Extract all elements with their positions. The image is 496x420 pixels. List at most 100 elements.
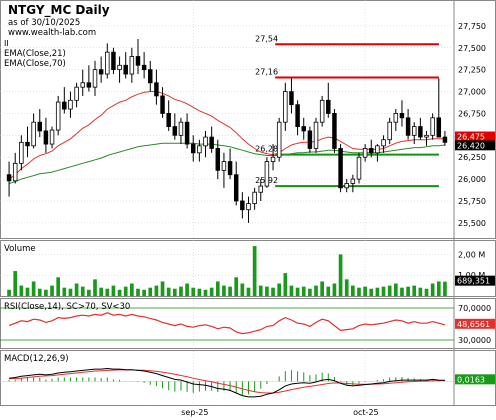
- volume-bar: [351, 285, 355, 296]
- rsi-title: RSI(Close,14), SC>70, SV<30: [4, 302, 130, 312]
- candle-body: [80, 82, 85, 88]
- macd-lines: [0, 367, 454, 398]
- candle-body: [203, 136, 208, 147]
- volume-bar: [295, 287, 300, 296]
- candle-body: [436, 117, 442, 138]
- candle-body: [154, 82, 159, 97]
- candle-body: [37, 121, 43, 132]
- candle-body: [381, 139, 386, 147]
- candle-body: [221, 161, 227, 171]
- volume-bar: [222, 285, 226, 296]
- volume-bar: [19, 285, 24, 296]
- price-tick-label: 27,250: [458, 66, 486, 75]
- volume-bar: [50, 285, 54, 296]
- volume-bar: [105, 288, 110, 296]
- volume-tick-label: 2,00 M: [458, 250, 485, 259]
- volume-bar: [62, 287, 67, 296]
- candle-body: [43, 130, 49, 145]
- candle-body: [166, 113, 171, 127]
- candle-body: [233, 174, 239, 202]
- candle-body: [430, 117, 435, 136]
- candle-body: [215, 148, 221, 171]
- volume-bar: [179, 286, 183, 296]
- macd-line: [9, 367, 445, 398]
- volume-bar: [387, 285, 392, 296]
- candle-body: [442, 136, 448, 143]
- candle-body: [252, 191, 257, 205]
- volume-bar: [332, 283, 337, 296]
- price-tick-label: 25,500: [458, 219, 486, 228]
- x-tick-label: oct-25: [353, 408, 379, 417]
- volume-bar: [289, 285, 294, 296]
- price-tick-label: 26,250: [458, 153, 486, 162]
- candle-body: [307, 130, 313, 149]
- candle-body: [240, 200, 245, 211]
- rsi-last-box: [455, 318, 495, 329]
- volume-bar: [412, 285, 417, 296]
- candle-body: [356, 156, 362, 180]
- candle-body: [258, 185, 264, 193]
- price-tick-label: 26,750: [458, 109, 486, 118]
- candle-body: [387, 121, 392, 141]
- candle-body: [301, 126, 306, 132]
- candle-body: [362, 148, 368, 158]
- candle-body: [86, 82, 92, 88]
- volume-bar: [406, 286, 410, 296]
- candle-body: [246, 203, 251, 211]
- x-axis-labels: sep-25 oct-25: [181, 408, 378, 417]
- candle-body: [68, 99, 73, 110]
- volume-bar: [111, 285, 116, 296]
- last-close-label: 26,420: [457, 141, 485, 150]
- volume-bar: [80, 286, 85, 296]
- volume-bar: [277, 283, 282, 296]
- volume-bar: [344, 279, 349, 296]
- candle-body: [74, 86, 79, 101]
- candle-body: [49, 129, 55, 145]
- volume-bar: [203, 289, 208, 296]
- volume-bar: [37, 288, 42, 296]
- volume-bar: [393, 283, 398, 296]
- candle-body: [264, 161, 270, 187]
- volume-bar: [148, 287, 153, 296]
- rsi-line: [0, 307, 454, 341]
- volume-bar: [44, 289, 48, 296]
- macd-title: MACD(12,26,9): [4, 354, 69, 364]
- candle-body: [289, 91, 294, 106]
- candle-body: [270, 156, 276, 162]
- candle-body: [369, 148, 374, 154]
- volume-bar: [326, 286, 331, 296]
- macd-last-box: [455, 374, 495, 385]
- candle-body: [227, 161, 233, 176]
- candle-body: [276, 121, 282, 158]
- rsi-last-label: 48,6561: [457, 320, 490, 329]
- volume-bar: [314, 285, 318, 296]
- volume-bar: [265, 286, 269, 296]
- volume-last-label: 689,351: [457, 277, 490, 286]
- price-tick-label: 27,750: [458, 22, 486, 31]
- price-tick-label: 27,000: [458, 88, 486, 97]
- volume-bar: [320, 281, 324, 296]
- rsi-line: [8, 312, 446, 335]
- candle-body: [12, 162, 18, 182]
- candle-body: [25, 141, 30, 147]
- volume-bar: [154, 285, 159, 296]
- volume-bar: [363, 286, 367, 296]
- level-label: 26,28: [255, 145, 278, 154]
- price-tick-label: 27,500: [458, 44, 486, 53]
- candle-body: [332, 113, 337, 149]
- candle-body: [111, 51, 116, 71]
- candle-body: [393, 113, 399, 123]
- candle-body: [375, 145, 380, 154]
- volume-bar: [240, 283, 245, 296]
- candle-body: [178, 121, 184, 136]
- candle-body: [338, 148, 343, 189]
- volume-bar: [234, 277, 239, 296]
- price-tick-label: 26,000: [458, 175, 486, 184]
- volume-bar: [130, 283, 134, 296]
- volume-bar: [418, 287, 423, 296]
- legend-ema21: EMA(Close,21): [4, 49, 66, 59]
- last-red-box: [455, 131, 495, 142]
- volume-bar: [430, 283, 435, 296]
- volume-bar: [283, 273, 288, 296]
